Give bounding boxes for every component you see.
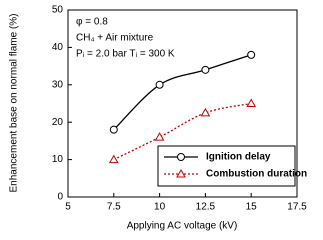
legend-marker (177, 153, 185, 161)
data-point (109, 125, 118, 134)
legend-marker (176, 168, 186, 178)
x-tick-label: 10 (154, 202, 166, 213)
plot-frame (67, 9, 298, 198)
y-tick-label: 0 (57, 192, 63, 203)
legend-label: Combustion duration (206, 169, 307, 180)
legend-box (157, 145, 296, 187)
x-tick-label: 17.5 (287, 202, 307, 213)
y-tick-label: 30 (52, 79, 64, 90)
y-tick-label: 50 (52, 5, 64, 16)
x-axis-label: Applying AC voltage (kV) (127, 221, 238, 232)
annotation: φ = 0.8 (76, 17, 108, 28)
x-tick-label: 7.5 (107, 202, 121, 213)
data-point (155, 80, 164, 89)
series-line (113, 102, 252, 161)
annotation: CH₄ + Air mixture (76, 33, 154, 44)
legend-label: Ignition delay (206, 152, 271, 163)
y-tick-label: 40 (52, 42, 64, 53)
data-point (108, 154, 119, 164)
data-point (246, 98, 257, 107)
x-tick-label: 12.5 (196, 202, 216, 213)
data-point (201, 65, 210, 74)
x-tick-label: 15 (246, 202, 258, 213)
data-point (154, 132, 165, 141)
data-point (247, 50, 256, 59)
y-tick-label: 20 (52, 117, 64, 128)
annotation: Pᵢ = 2.0 bar Tᵢ = 300 K (76, 49, 175, 60)
series-line (113, 54, 252, 131)
y-tick-label: 10 (52, 154, 64, 165)
y-axis-label: Enhancement base on normal flame (%) (9, 14, 20, 193)
data-point (200, 107, 211, 117)
x-tick-label: 5 (65, 202, 71, 213)
